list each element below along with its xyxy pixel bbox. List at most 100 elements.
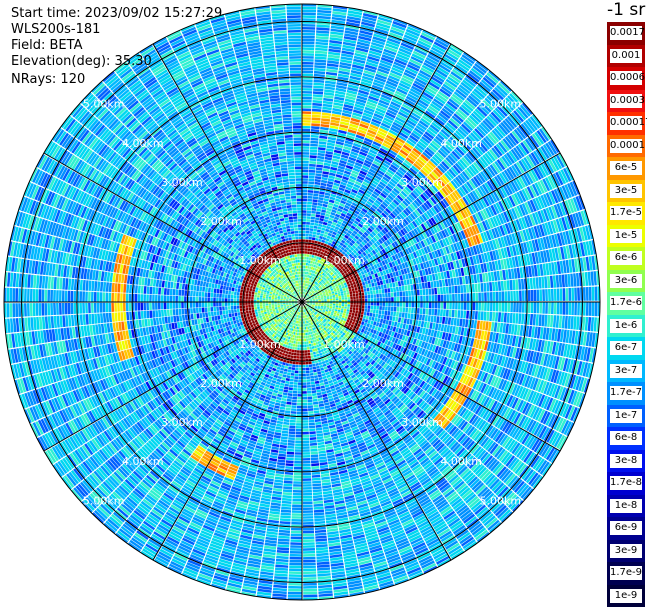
beta-gate-cell (306, 290, 308, 293)
beta-gate-cell (367, 151, 377, 158)
beta-gate-cell (303, 295, 305, 298)
beta-gate-cell (302, 181, 308, 184)
beta-gate-cell (405, 296, 409, 302)
beta-gate-cell (346, 222, 352, 227)
beta-gate-cell (422, 166, 431, 175)
beta-gate-cell (435, 151, 445, 161)
beta-gate-cell (306, 293, 308, 296)
beta-gate-cell (302, 128, 311, 132)
beta-gate-cell (385, 185, 393, 192)
beta-gate-cell (311, 290, 314, 293)
beta-gate-cell (365, 315, 369, 320)
beta-gate-cell (302, 50, 315, 53)
beta-gate-cell (494, 86, 506, 99)
beta-gate-cell (352, 167, 361, 173)
beta-gate-cell (306, 293, 309, 296)
beta-gate-cell (337, 168, 345, 173)
beta-gate-cell (305, 265, 308, 269)
beta-gate-cell (388, 320, 392, 326)
beta-gate-cell (364, 319, 369, 323)
beta-gate-cell (453, 318, 457, 326)
beta-gate-cell (331, 188, 338, 193)
beta-gate-cell (309, 292, 312, 295)
beta-gate-cell (393, 276, 398, 282)
beta-gate-cell (378, 310, 382, 315)
beta-gate-cell (355, 293, 359, 297)
beta-gate-cell (359, 220, 365, 226)
beta-gate-cell (363, 311, 367, 316)
beta-gate-cell (440, 309, 443, 317)
beta-gate-cell (367, 319, 371, 324)
beta-gate-cell (343, 36, 357, 41)
beta-gate-cell (339, 202, 345, 207)
beta-gate-cell (433, 98, 444, 107)
beta-gate-cell (359, 151, 368, 157)
beta-gate-cell (356, 296, 359, 299)
beta-gate-cell (373, 201, 380, 208)
beta-gate-cell (410, 132, 421, 140)
beta-gate-cell (369, 275, 373, 280)
beta-gate-cell (430, 281, 434, 288)
beta-gate-cell (306, 283, 308, 287)
beta-gate-cell (315, 268, 319, 272)
beta-gate-cell (418, 120, 429, 128)
beta-gate-cell (442, 286, 446, 294)
beta-gate-cell (417, 40, 432, 49)
beta-gate-cell (315, 47, 328, 52)
beta-gate-cell (302, 59, 314, 62)
beta-gate-cell (393, 141, 402, 149)
beta-gate-cell (338, 307, 341, 310)
beta-gate-cell (446, 302, 449, 310)
beta-gate-cell (302, 288, 304, 292)
beta-gate-cell (345, 186, 352, 191)
beta-gate-cell (488, 70, 501, 82)
beta-gate-cell (325, 80, 336, 85)
beta-gate-cell (316, 247, 320, 251)
beta-gate-cell (312, 252, 315, 256)
beta-gate-cell (383, 173, 392, 180)
beta-gate-cell (396, 291, 400, 297)
beta-gate-cell (349, 307, 353, 310)
beta-gate-cell (392, 21, 407, 29)
beta-gate-cell (333, 228, 339, 233)
beta-gate-cell (378, 14, 393, 21)
beta-gate-cell (544, 276, 548, 289)
beta-gate-cell (585, 287, 589, 301)
beta-gate-cell (431, 46, 445, 56)
beta-gate-cell (362, 72, 375, 79)
beta-gate-cell (315, 36, 329, 40)
beta-gate-cell (355, 240, 361, 245)
beta-gate-cell (353, 304, 356, 308)
beta-gate-cell (302, 111, 312, 114)
beta-gate-cell (420, 153, 429, 162)
beta-gate-cell (315, 278, 319, 282)
beta-gate-cell (477, 83, 490, 95)
beta-gate-cell (424, 282, 428, 289)
beta-gate-cell (436, 66, 450, 76)
beta-gate-cell (302, 155, 310, 158)
beta-gate-cell (375, 73, 388, 80)
beta-gate-cell (422, 151, 431, 160)
beta-gate-cell (322, 277, 326, 280)
beta-gate-cell (341, 295, 344, 298)
beta-gate-cell (384, 46, 398, 53)
beta-gate-cell (441, 145, 451, 154)
beta-gate-cell (396, 114, 407, 121)
beta-gate-cell (561, 315, 565, 329)
beta-gate-cell (347, 230, 353, 235)
beta-gate-cell (422, 133, 433, 142)
beta-gate-cell (335, 303, 339, 306)
beta-gate-cell (411, 85, 423, 94)
beta-gate-cell (451, 115, 462, 125)
beta-gate-cell (302, 70, 314, 74)
beta-gate-cell (362, 285, 366, 289)
beta-gate-cell (326, 186, 332, 191)
beta-gate-cell (340, 246, 345, 251)
beta-gate-cell (353, 58, 366, 64)
beta-gate-cell (382, 297, 385, 302)
beta-gate-cell (302, 137, 310, 141)
beta-gate-cell (426, 321, 430, 329)
beta-gate-cell (385, 43, 399, 50)
beta-gate-cell (398, 192, 406, 200)
beta-gate-cell (317, 152, 325, 157)
